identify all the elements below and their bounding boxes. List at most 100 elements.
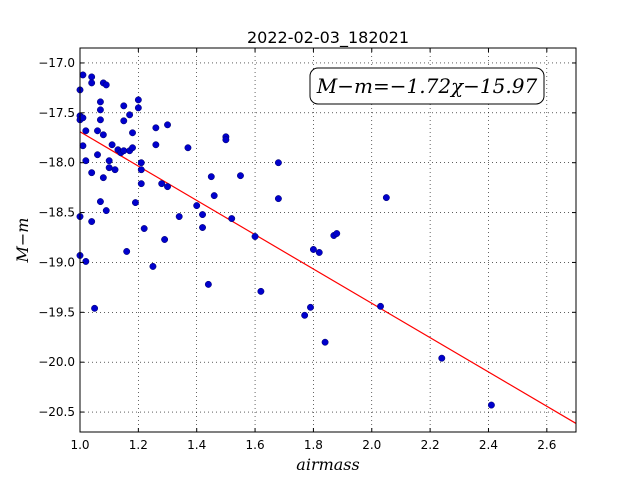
data-point [88,218,96,225]
y-tick-label: −18.5 [38,206,75,220]
data-point [228,215,236,223]
data-point [315,249,323,256]
data-point [88,73,96,81]
data-point [96,198,104,206]
data-point [82,157,90,165]
data-point [301,311,309,319]
data-point [210,192,218,200]
data-point [134,96,142,104]
y-tick-label: −18.0 [38,156,75,170]
annotation-box [309,67,545,105]
data-point [175,213,183,221]
data-point [120,147,128,155]
data-point [257,287,265,295]
y-tick-label: −19.5 [38,305,75,319]
data-point [137,180,145,188]
data-point [140,225,148,232]
data-point [123,248,131,255]
x-tick-label: 2.6 [537,438,556,452]
data-point [96,116,104,124]
x-tick-label: 2.2 [421,438,440,452]
data-point [108,141,116,149]
data-point [120,102,128,110]
data-point [94,151,101,159]
y-tick-label: −17.5 [38,106,75,120]
data-point [126,111,134,119]
data-point [487,401,495,409]
y-tick-label: −20.0 [38,355,75,369]
data-point [237,172,244,180]
data-point [94,127,101,135]
data-point [105,157,113,165]
x-tick-label: 1.0 [70,438,89,452]
annotation-text: M−m=−1.72χ−15.97 [316,74,538,98]
data-point [333,230,341,237]
data-point [88,79,96,87]
data-point [152,141,160,149]
data-point [274,159,282,167]
data-point [82,127,90,135]
data-point [309,246,317,253]
data-point [164,183,171,191]
data-point [137,166,145,174]
data-point [307,303,314,311]
data-point [131,199,139,207]
data-point [111,166,119,174]
y-tick-label: −19.0 [38,255,75,269]
data-point [199,211,206,219]
data-point [274,195,282,203]
data-point [149,262,157,270]
data-point [222,136,230,144]
data-point [120,117,128,125]
data-point [79,71,87,79]
data-point [193,202,201,210]
data-point [102,207,110,215]
data-point [438,354,446,362]
x-tick-label: 1.4 [187,438,206,452]
data-point [207,173,215,181]
x-axis-label: airmass [296,455,359,474]
data-point [199,224,206,231]
data-point [96,98,104,106]
data-point [204,280,212,288]
fit-line [79,131,577,424]
fit-annotation: M−m=−1.72χ−15.97 [309,67,545,105]
plot-frame [79,47,577,433]
data-point [137,159,145,167]
data-point [88,169,96,177]
grid [79,48,576,432]
data-point [321,338,329,346]
data-point [99,131,107,139]
data-point [79,142,87,150]
x-tick-label: 2.4 [479,438,498,452]
data-point [184,144,192,152]
axis-ticks: 1.0 1.2 1.4 1.6 1.8 2.0 2.2 2.4 2.6 −17.0 −17.5 −18… [38,48,576,452]
x-tick-label: 1.2 [129,438,148,452]
data-point [96,106,104,114]
data-point [105,164,113,172]
x-tick-label: 2.0 [362,438,381,452]
data-point [79,114,87,122]
data-point [152,124,160,132]
data-point [377,302,384,310]
data-point [382,194,390,202]
y-tick-label: −20.5 [38,405,75,419]
fit-line-group [79,131,577,424]
y-tick-label: −17.0 [38,56,75,70]
data-point [82,257,90,265]
data-point [102,81,110,89]
data-point [91,304,99,312]
data-point [158,180,166,188]
data-point [164,121,171,129]
x-tick-label: 1.6 [246,438,265,452]
x-tick-label: 1.8 [304,438,323,452]
y-axis-label: M−m [13,218,32,264]
data-point [129,144,136,152]
chart-title: 2022-02-03_182021 [247,28,409,48]
data-point [251,233,259,240]
data-point [99,174,107,182]
data-point [129,129,136,137]
data-point [134,104,142,112]
data-point [161,236,169,243]
